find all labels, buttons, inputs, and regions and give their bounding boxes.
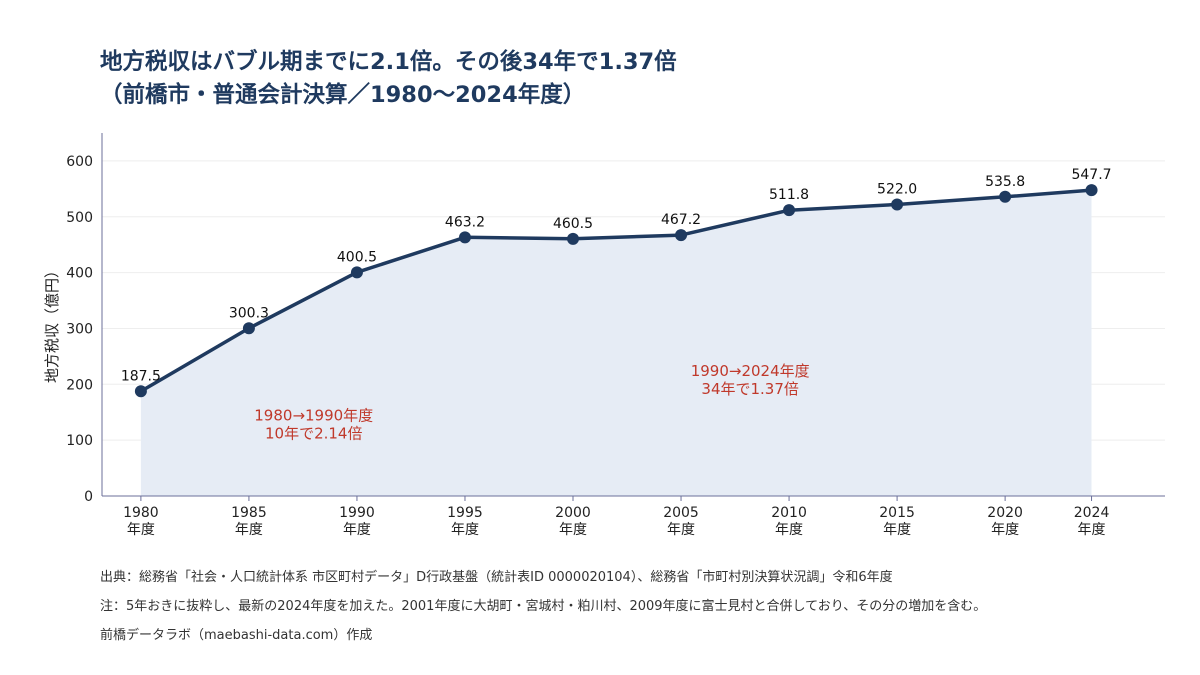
data-label: 463.2 (445, 214, 485, 230)
y-tick-label: 300 (66, 321, 93, 337)
data-point (675, 229, 688, 242)
data-point (783, 204, 796, 217)
y-tick-label: 200 (66, 377, 93, 393)
x-tick-label: 2015 (879, 505, 915, 521)
data-label: 547.7 (1071, 167, 1111, 183)
y-tick-labels: 0 100 200 300 400 500 600 (66, 154, 93, 505)
data-point (350, 266, 363, 279)
y-tick-label: 0 (84, 489, 93, 505)
x-tick-sublabel: 年度 (451, 522, 479, 538)
axes (101, 133, 1165, 497)
data-label: 187.5 (121, 368, 161, 384)
x-tick-sublabel: 年度 (1078, 522, 1106, 538)
y-axis-label: 地方税収（億円） (43, 263, 61, 383)
footnote: 注：5年おきに抜粋し、最新の2024年度を加えた。2001年度に大胡町・宮城村・… (100, 599, 987, 614)
series-line (140, 188, 1092, 393)
x-tick-label: 1990 (339, 505, 375, 521)
data-label: 511.8 (769, 187, 809, 203)
data-point (134, 385, 147, 398)
x-tick-sublabel: 年度 (559, 522, 587, 538)
chart-title-line-2: （前橋市・普通会計決算／1980〜2024年度） (100, 82, 586, 108)
annotation-text: 10年で2.14倍 (265, 425, 363, 443)
x-tick-label: 2010 (771, 505, 807, 521)
data-label: 467.2 (661, 212, 701, 228)
annotation-text: 1990→2024年度 (691, 362, 810, 380)
data-point (891, 198, 904, 211)
annotation-text: 34年で1.37倍 (701, 380, 799, 398)
x-tick-sublabel: 年度 (343, 522, 371, 538)
data-labels: 187.5 300.3 400.5 463.2 460.5 467.2 511.8 522.0… (121, 167, 1112, 384)
data-point (999, 190, 1012, 203)
credit: 前橋データラボ（maebashi-data.com）作成 (100, 628, 373, 643)
x-tick-label: 1985 (231, 505, 267, 521)
x-tick-sublabel: 年度 (883, 522, 911, 538)
data-point (242, 322, 255, 335)
y-tick-label: 400 (66, 266, 93, 282)
x-tick-label: 1995 (447, 505, 483, 521)
x-tick-label: 2024 (1074, 505, 1110, 521)
x-tick-sublabel: 年度 (667, 522, 695, 538)
source-note: 出典：総務省「社会・人口統計体系 市区町村データ」D行政基盤（統計表ID 000… (100, 570, 893, 585)
footer: 出典：総務省「社会・人口統計体系 市区町村データ」D行政基盤（統計表ID 000… (100, 566, 986, 653)
y-tick-label: 600 (66, 154, 93, 170)
x-tick-labels: 1980年度1985年度1990年度1995年度2000年度2005年度2010… (123, 496, 1109, 538)
data-label: 460.5 (553, 216, 593, 232)
x-tick-sublabel: 年度 (127, 522, 155, 538)
data-points (134, 184, 1098, 398)
data-label: 400.5 (337, 249, 377, 265)
x-tick-sublabel: 年度 (235, 522, 263, 538)
data-label: 522.0 (877, 181, 917, 197)
x-tick-label: 1980 (123, 505, 159, 521)
chart-title: 地方税収はバブル期までに2.1倍。その後34年で1.37倍 （前橋市・普通会計決… (100, 46, 677, 112)
y-tick-label: 500 (66, 210, 93, 226)
data-label: 300.3 (229, 305, 269, 321)
data-point (567, 232, 580, 245)
x-tick-sublabel: 年度 (775, 522, 803, 538)
x-tick-sublabel: 年度 (991, 522, 1019, 538)
x-tick-label: 2000 (555, 505, 591, 521)
x-tick-label: 2005 (663, 505, 699, 521)
annotation-text: 1980→1990年度 (254, 407, 373, 425)
data-label: 535.8 (985, 174, 1025, 190)
x-tick-label: 2020 (987, 505, 1023, 521)
chart-title-line-1: 地方税収はバブル期までに2.1倍。その後34年で1.37倍 (100, 49, 677, 75)
data-point (458, 231, 471, 244)
data-point (1085, 184, 1098, 197)
y-tick-label: 100 (66, 433, 93, 449)
